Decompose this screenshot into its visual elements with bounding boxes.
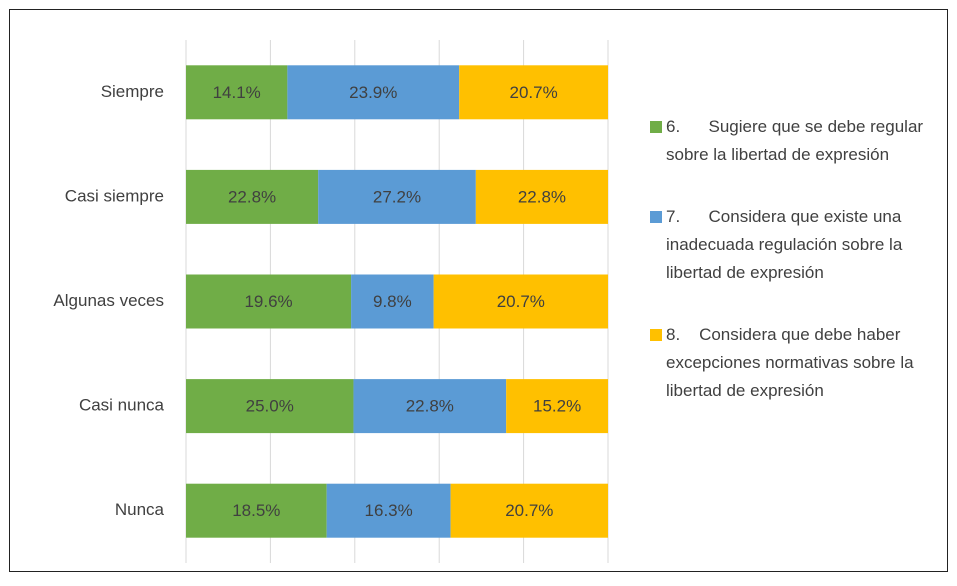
legend-swatch	[650, 121, 662, 133]
data-label: 22.8%	[228, 187, 276, 206]
bar-segment	[450, 483, 608, 538]
data-label: 22.8%	[406, 397, 454, 416]
bar-segment	[433, 274, 608, 329]
y-tick-label: Siempre	[101, 82, 164, 101]
bar-segment	[475, 169, 608, 224]
bar-segment	[287, 65, 460, 120]
bar-segment	[326, 483, 451, 538]
legend-item: 7. Considera que existe una inadecuada r…	[650, 203, 940, 287]
data-label: 16.3%	[365, 501, 413, 520]
legend-label: 7. Considera que existe una inadecuada r…	[666, 207, 908, 282]
data-label: 25.0%	[246, 397, 294, 416]
data-label: 19.6%	[244, 292, 292, 311]
data-label: 20.7%	[509, 83, 557, 102]
data-label: 15.2%	[533, 397, 581, 416]
data-label: 22.8%	[518, 187, 566, 206]
data-label: 27.2%	[373, 187, 421, 206]
bar-segment	[186, 274, 352, 329]
y-tick-label: Casi nunca	[79, 396, 165, 415]
data-label: 23.9%	[349, 83, 397, 102]
data-label: 9.8%	[373, 292, 412, 311]
bar-segment	[186, 169, 319, 224]
bar-segment	[353, 379, 507, 434]
bar-segment	[506, 379, 608, 434]
data-label: 18.5%	[232, 501, 280, 520]
legend-label: 6. Sugiere que se debe regular sobre la …	[666, 117, 928, 164]
data-label: 14.1%	[213, 83, 261, 102]
bar-segment	[186, 65, 288, 120]
legend-label: 8. Considera que debe haber excepciones …	[666, 325, 919, 400]
legend-swatch	[650, 329, 662, 341]
y-tick-label: Casi siempre	[65, 186, 164, 205]
data-label: 20.7%	[497, 292, 545, 311]
data-label: 20.7%	[505, 501, 553, 520]
bar-segment	[351, 274, 434, 329]
legend: 6. Sugiere que se debe regular sobre la …	[650, 113, 940, 439]
y-tick-label: Algunas veces	[53, 291, 164, 310]
legend-item: 6. Sugiere que se debe regular sobre la …	[650, 113, 940, 169]
y-tick-label: Nunca	[115, 500, 165, 519]
bar-segment	[318, 169, 476, 224]
legend-swatch	[650, 211, 662, 223]
bar-segment	[186, 379, 354, 434]
legend-item: 8. Considera que debe haber excepciones …	[650, 321, 940, 405]
bar-segment	[186, 483, 327, 538]
bar-segment	[459, 65, 608, 120]
